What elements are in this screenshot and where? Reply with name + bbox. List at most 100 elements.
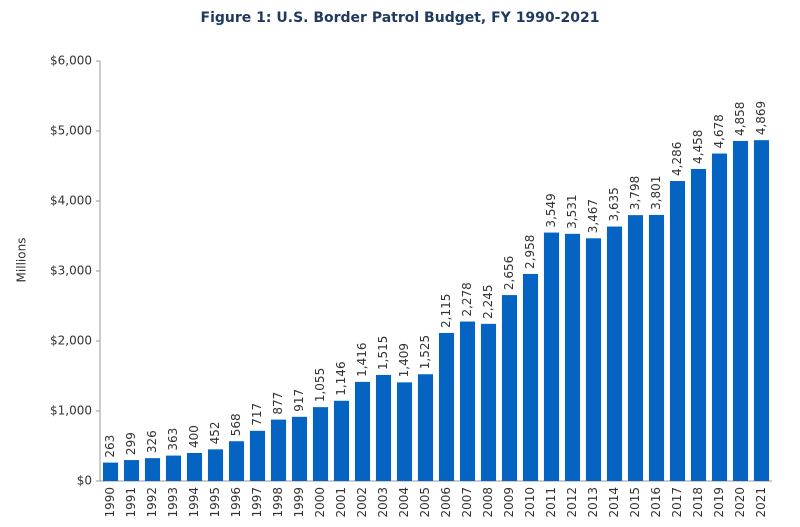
value-label: 917	[292, 389, 306, 412]
bar	[501, 295, 518, 481]
x-tick-label: 1998	[271, 487, 285, 518]
bar	[690, 168, 707, 481]
x-tick-label: 2018	[691, 487, 705, 518]
value-label: 452	[208, 421, 222, 444]
bar	[396, 382, 413, 481]
x-tick-label: 2008	[481, 487, 495, 518]
value-label: 4,678	[712, 114, 726, 148]
x-tick-label: 2003	[376, 487, 390, 518]
bar	[669, 180, 686, 482]
value-label: 326	[145, 430, 159, 453]
y-tick-label: $1,000	[50, 404, 92, 418]
x-tick-label: 1996	[229, 487, 243, 518]
bar	[165, 455, 182, 481]
x-tick-label: 2004	[397, 487, 411, 518]
bar	[228, 441, 245, 481]
bar	[543, 232, 560, 481]
bar	[249, 430, 266, 481]
x-tick-label: 1997	[250, 487, 264, 518]
x-tick-label: 1994	[187, 487, 201, 518]
value-label: 4,869	[754, 101, 768, 135]
x-tick-label: 2012	[565, 487, 579, 518]
bar	[417, 374, 434, 481]
bar	[186, 453, 203, 481]
x-tick-label: 1993	[166, 487, 180, 518]
bar	[522, 273, 539, 481]
bar	[102, 462, 119, 481]
x-tick-label: 1995	[208, 487, 222, 518]
value-label: 4,286	[670, 142, 684, 176]
x-tick-label: 2021	[754, 487, 768, 518]
value-label: 3,549	[544, 193, 558, 227]
value-label: 4,858	[733, 102, 747, 136]
bar	[711, 153, 728, 482]
x-tick-label: 2017	[670, 487, 684, 518]
bar	[270, 419, 287, 481]
x-tick-label: 2006	[439, 487, 453, 518]
bar	[564, 233, 581, 481]
y-tick-label: $2,000	[50, 334, 92, 348]
value-label: 263	[103, 435, 117, 458]
bar	[312, 407, 329, 481]
value-label: 2,115	[439, 294, 453, 328]
x-tick-label: 2009	[502, 487, 516, 518]
value-label: 568	[229, 413, 243, 436]
value-label: 3,801	[649, 176, 663, 210]
x-tick-label: 2007	[460, 487, 474, 518]
value-label: 1,409	[397, 343, 411, 377]
bar	[627, 215, 644, 481]
y-tick-label: $4,000	[50, 194, 92, 208]
x-tick-label: 1999	[292, 487, 306, 518]
value-label: 3,798	[628, 176, 642, 210]
x-tick-label: 2016	[649, 487, 663, 518]
x-tick-label: 2005	[418, 487, 432, 518]
value-label: 299	[124, 432, 138, 455]
value-label: 2,278	[460, 282, 474, 316]
y-axis-label: Millions	[15, 238, 29, 283]
value-label: 400	[187, 425, 201, 448]
bar	[438, 332, 455, 481]
x-tick-label: 2015	[628, 487, 642, 518]
bar	[480, 323, 497, 481]
value-label: 1,055	[313, 368, 327, 402]
bar	[732, 140, 749, 481]
x-tick-label: 2010	[523, 487, 537, 518]
x-tick-label: 1991	[124, 487, 138, 518]
value-label: 4,458	[691, 130, 705, 164]
value-label: 1,416	[355, 343, 369, 377]
value-label: 1,146	[334, 361, 348, 395]
x-tick-label: 2001	[334, 487, 348, 518]
bar	[144, 458, 161, 481]
bar	[585, 238, 602, 481]
y-tick-label: $0	[77, 474, 92, 488]
y-tick-label: $6,000	[50, 54, 92, 68]
value-label: 717	[250, 403, 264, 426]
value-label: 1,525	[418, 335, 432, 369]
value-label: 2,245	[481, 284, 495, 318]
bar	[753, 140, 770, 482]
bar	[459, 321, 476, 481]
x-tick-label: 2000	[313, 487, 327, 518]
bar	[354, 381, 371, 481]
x-tick-label: 2020	[733, 487, 747, 518]
x-tick-label: 1992	[145, 487, 159, 518]
x-tick-label: 2014	[607, 487, 621, 518]
bar	[123, 460, 140, 481]
bar	[291, 416, 308, 481]
value-label: 363	[166, 428, 180, 451]
value-label: 2,958	[523, 235, 537, 269]
value-label: 2,656	[502, 256, 516, 290]
y-tick-label: $3,000	[50, 264, 92, 278]
value-label: 1,515	[376, 336, 390, 370]
value-label: 3,467	[586, 199, 600, 233]
x-tick-label: 2013	[586, 487, 600, 518]
bar	[207, 449, 224, 481]
bar	[333, 400, 350, 481]
bar	[375, 374, 392, 481]
x-tick-label: 2019	[712, 487, 726, 518]
chart-title: Figure 1: U.S. Border Patrol Budget, FY …	[201, 10, 600, 26]
x-tick-label: 2011	[544, 487, 558, 518]
bar	[606, 226, 623, 481]
value-label: 877	[271, 392, 285, 415]
